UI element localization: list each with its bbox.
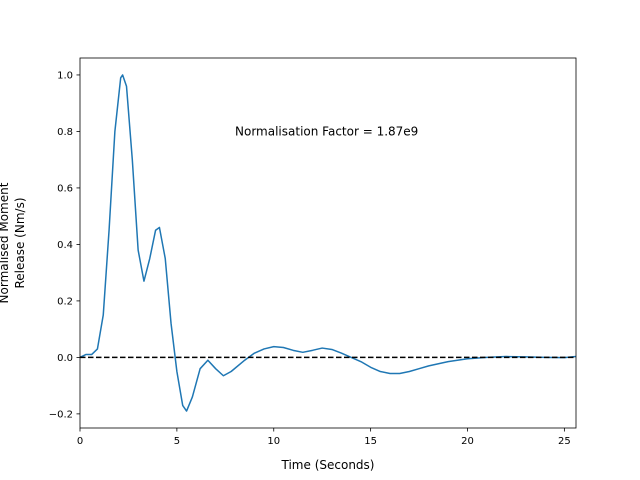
x-axis-label: Time (Seconds) bbox=[281, 458, 375, 472]
y-tick-label: 1.0 bbox=[57, 70, 73, 81]
y-tick-label: −0.2 bbox=[49, 409, 73, 420]
x-tick-label: 25 bbox=[558, 436, 571, 447]
axes-frame bbox=[79, 57, 577, 429]
data-line bbox=[80, 74, 576, 412]
x-tick-label: 10 bbox=[267, 436, 280, 447]
y-tick-label: 0.8 bbox=[57, 127, 73, 138]
y-tick-label: 0.0 bbox=[57, 353, 73, 364]
y-tick-label: 0.4 bbox=[57, 240, 73, 251]
x-tick-label: 5 bbox=[174, 436, 180, 447]
y-tick-label: 0.6 bbox=[57, 183, 73, 194]
x-tick-label: 0 bbox=[77, 436, 83, 447]
annotation: Normalisation Factor = 1.87e9 bbox=[235, 124, 418, 138]
y-axis-label: Normalised Moment bbox=[0, 182, 11, 303]
y-tick-label: 0.2 bbox=[57, 296, 73, 307]
x-tick-label: 15 bbox=[364, 436, 377, 447]
x-tick-label: 20 bbox=[461, 436, 474, 447]
y-axis-label: Release (Nm/s) bbox=[13, 197, 27, 288]
